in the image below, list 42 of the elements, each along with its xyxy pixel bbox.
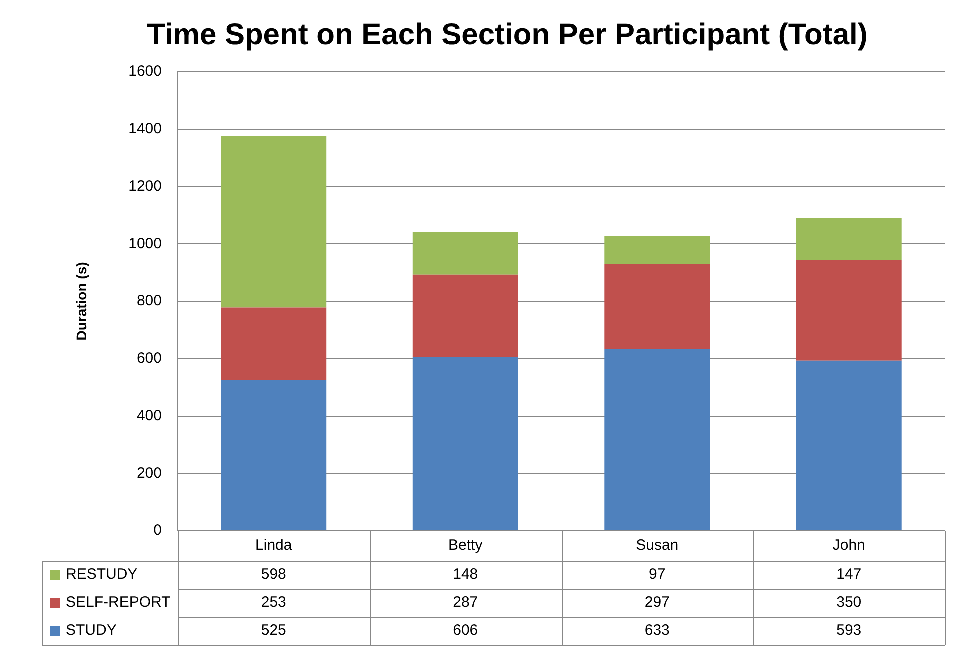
y-tick-label: 200 xyxy=(136,464,162,482)
data-label: 253 xyxy=(261,594,286,612)
data-label: 297 xyxy=(644,594,670,612)
data-label: 598 xyxy=(261,566,286,584)
y-tick-label: 1400 xyxy=(128,120,162,138)
bar xyxy=(796,218,902,260)
bar xyxy=(221,136,327,308)
chart-title: Time Spent on Each Section Per Participant (Total) xyxy=(147,18,868,52)
bar xyxy=(221,380,327,530)
bar xyxy=(604,264,710,350)
y-tick-label: 600 xyxy=(136,350,162,368)
bar xyxy=(412,357,518,530)
x-tick-label: Betty xyxy=(448,537,484,554)
bar xyxy=(604,236,710,264)
bar xyxy=(412,232,518,275)
legend-label: RESTUDY xyxy=(66,566,138,584)
y-tick-label: 1600 xyxy=(128,63,162,80)
data-label: 148 xyxy=(453,566,478,584)
data-label: 593 xyxy=(836,622,862,640)
bar xyxy=(604,349,710,530)
y-tick-label: 800 xyxy=(136,292,162,310)
x-tick-label: John xyxy=(832,537,866,554)
bar xyxy=(221,308,327,380)
bar xyxy=(796,360,902,530)
y-tick-label: 400 xyxy=(136,407,162,424)
y-axis-title: Duration (s) xyxy=(73,262,90,341)
data-label: 97 xyxy=(649,566,666,584)
legend-label: SELF-REPORT xyxy=(66,594,171,612)
x-tick-label: Linda xyxy=(256,537,293,554)
data-label: 147 xyxy=(836,566,862,584)
data-label: 606 xyxy=(453,622,478,640)
data-label: 525 xyxy=(261,622,286,640)
legend-label: STUDY xyxy=(66,622,117,640)
data-label: 633 xyxy=(644,622,670,640)
bar xyxy=(796,260,902,361)
y-tick-label: 1200 xyxy=(128,178,162,195)
y-tick-label: 1000 xyxy=(128,235,162,252)
bar xyxy=(412,274,518,358)
x-tick-label: Susan xyxy=(636,537,679,554)
data-label: 350 xyxy=(836,594,862,612)
data-label: 287 xyxy=(453,594,478,612)
y-tick-label: 0 xyxy=(154,522,162,540)
